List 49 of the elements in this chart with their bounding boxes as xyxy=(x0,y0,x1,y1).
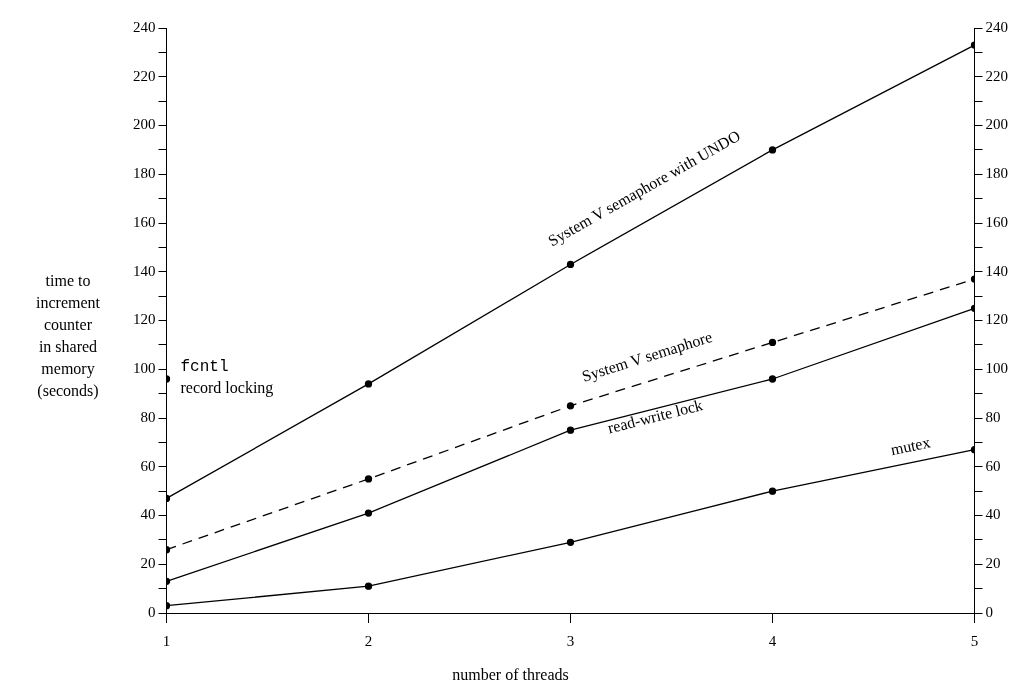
text: mutex xyxy=(889,433,932,459)
y-tick-label: 220 xyxy=(133,67,156,84)
x-tick-label: 4 xyxy=(768,632,777,649)
y2-tick-label: 120 xyxy=(985,311,1008,328)
point xyxy=(566,426,575,434)
point xyxy=(364,582,373,590)
y-tick-label: 40 xyxy=(140,506,156,523)
y2-tick-label: 40 xyxy=(985,506,1001,523)
point xyxy=(364,475,373,483)
y2-tick-label: 220 xyxy=(985,67,1008,84)
y2-tick-label: 180 xyxy=(985,165,1008,182)
point xyxy=(364,509,373,517)
y2-tick-label: 140 xyxy=(985,262,1008,279)
y2-tick-label: 80 xyxy=(985,408,1001,425)
y2-tick-label: 240 xyxy=(985,18,1008,35)
y-tick-label: 80 xyxy=(140,408,156,425)
y-tick-label: 160 xyxy=(133,213,156,230)
point xyxy=(768,338,777,347)
y2-tick-label: 160 xyxy=(985,213,1008,230)
x-axis-title: number of threads xyxy=(451,666,570,684)
point xyxy=(566,402,575,410)
y-tick-label: 240 xyxy=(133,18,156,35)
y-tick-label: 100 xyxy=(133,360,156,377)
x-tick-label: 1 xyxy=(162,632,171,649)
point xyxy=(364,380,373,388)
y2-tick-label: 100 xyxy=(985,360,1008,377)
y-tick-label: 140 xyxy=(133,262,156,279)
y-axis-title: time to increment counter in shared memory (seconds) xyxy=(35,271,101,402)
y-tick-label: 200 xyxy=(133,116,156,133)
point xyxy=(768,146,777,154)
y-tick-label: 60 xyxy=(140,457,156,474)
y-tick-label: 0 xyxy=(148,603,156,620)
y-tick-label: 120 xyxy=(133,311,156,328)
text: read-write lock xyxy=(605,396,705,437)
y2-tick-label: 60 xyxy=(985,457,1001,474)
point xyxy=(566,260,575,269)
y2-tick-label: 200 xyxy=(985,116,1008,133)
annotation: fcntl record locking xyxy=(180,358,274,397)
y2-tick-label: 20 xyxy=(985,555,1001,572)
point xyxy=(768,487,777,495)
x-tick-label: 2 xyxy=(364,632,373,649)
x-tick-label: 3 xyxy=(566,632,575,649)
text: System V semaphore xyxy=(579,327,715,386)
y2-tick-label: 0 xyxy=(985,603,993,620)
x-tick-label: 5 xyxy=(970,632,979,649)
y-tick-label: 180 xyxy=(133,165,156,182)
point xyxy=(566,538,575,546)
point xyxy=(768,375,777,383)
y-tick-label: 20 xyxy=(140,555,156,572)
